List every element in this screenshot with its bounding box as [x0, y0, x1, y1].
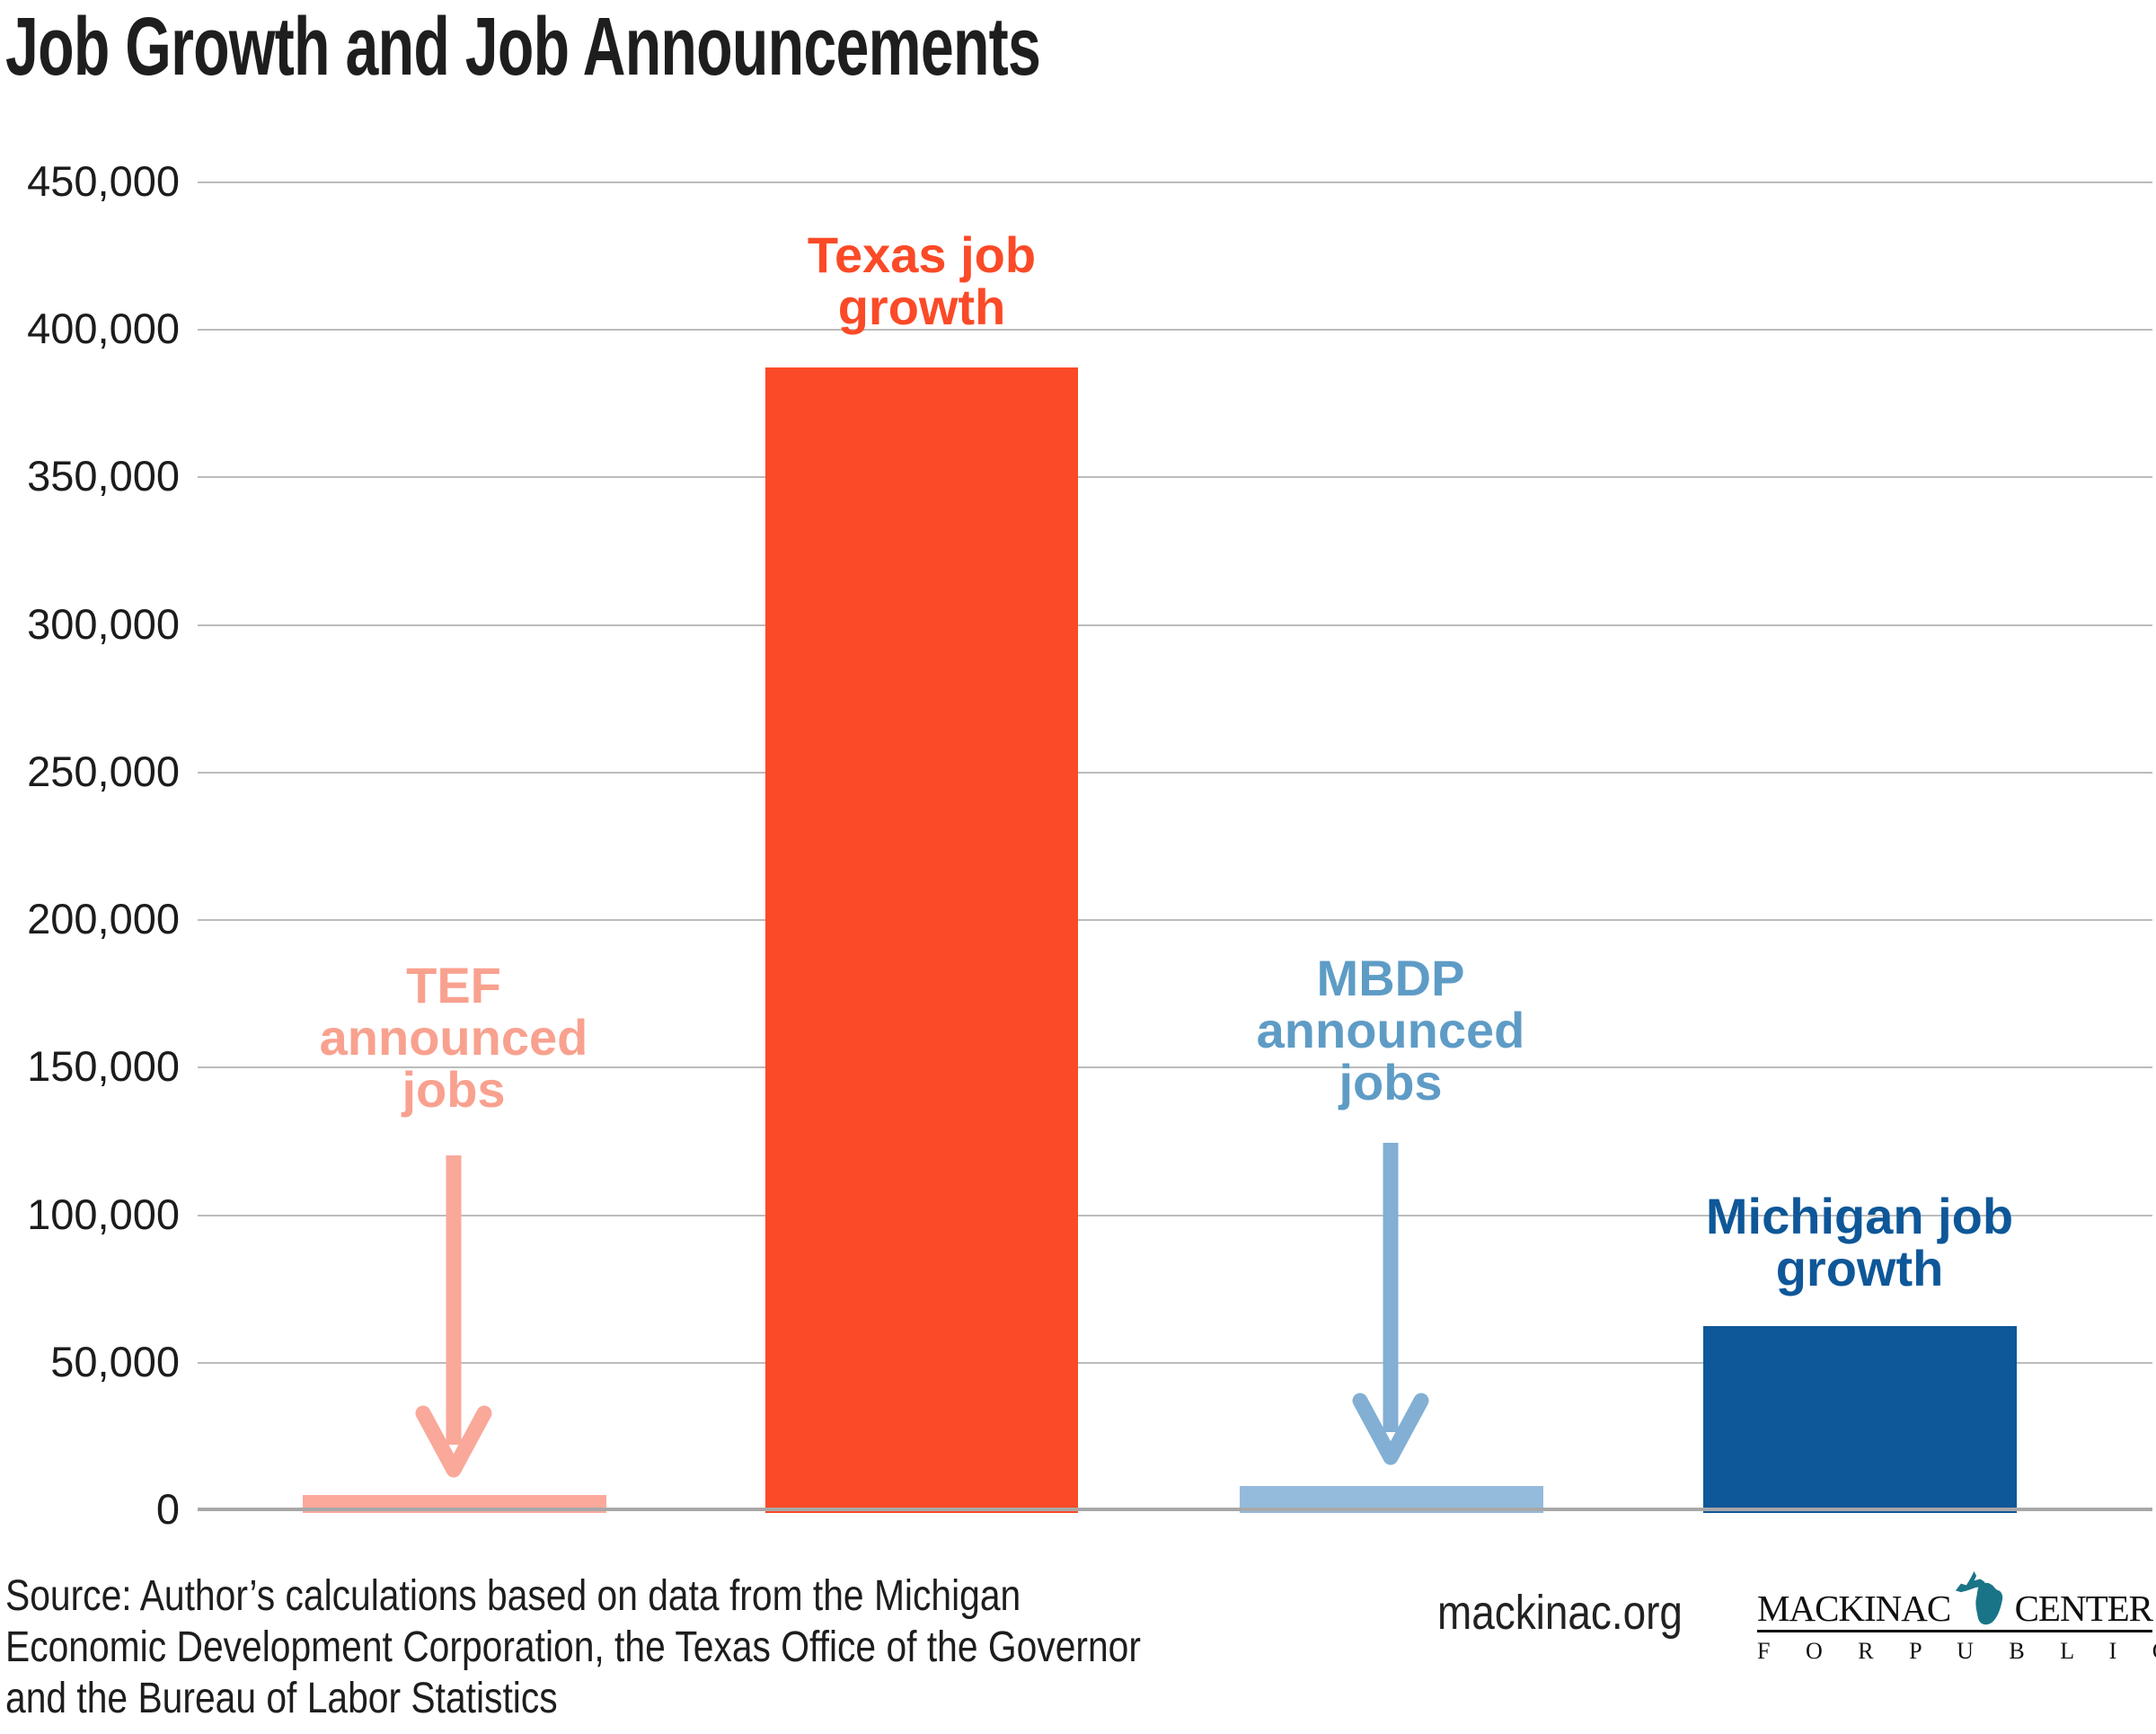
ytick-450000: 450,000 — [27, 157, 180, 205]
ytick-300000: 300,000 — [27, 600, 180, 648]
gridline — [198, 181, 2152, 183]
logo-divider — [1757, 1630, 2152, 1632]
chart-title: Job Growth and Job Announcements — [5, 1, 1041, 93]
bar-michigan-job-growth — [1703, 1326, 2017, 1513]
michigan-icon — [1955, 1570, 2003, 1625]
ytick-50000: 50,000 — [50, 1338, 180, 1385]
logo-word-mackinac: MACKINAC — [1757, 1588, 1951, 1629]
ytick-350000: 350,000 — [27, 452, 180, 500]
gridline — [198, 1066, 2152, 1068]
gridline — [198, 476, 2152, 478]
plot-area — [198, 181, 2152, 1513]
gridline — [198, 329, 2152, 331]
label-mbdp-announced-jobs: MBDP announced jobs — [1256, 950, 1525, 1110]
ytick-150000: 150,000 — [27, 1042, 180, 1090]
ytick-100000: 100,000 — [27, 1190, 180, 1238]
logo-tagline: F O R P U B L I C P O L I C Y — [1757, 1638, 2156, 1664]
label-michigan-job-growth: Michigan job growth — [1705, 1188, 2014, 1296]
tef-down-arrow-icon — [415, 1155, 492, 1478]
logo-word-center: CENTER — [2014, 1588, 2153, 1629]
label-texas-job-growth: Texas job growth — [807, 226, 1037, 335]
mbdp-down-arrow-icon — [1352, 1143, 1429, 1465]
gridline — [198, 772, 2152, 774]
gridline — [198, 1215, 2152, 1216]
ytick-250000: 250,000 — [27, 748, 180, 795]
mackinac-center-logo: MACKINAC CENTER F O R P U B L I C P O L … — [1757, 1561, 2156, 1665]
ytick-400000: 400,000 — [27, 305, 180, 352]
gridline — [198, 919, 2152, 921]
bar-texas-job-growth — [765, 367, 1078, 1513]
source-note: Source: Author’s calculations based on d… — [5, 1572, 1141, 1722]
ytick-200000: 200,000 — [27, 895, 180, 942]
x-axis-baseline — [198, 1508, 2152, 1511]
gridline — [198, 1362, 2152, 1364]
label-tef-announced-jobs: TEF announced jobs — [319, 957, 588, 1118]
ytick-0: 0 — [155, 1485, 180, 1533]
website-url: mackinac.org — [1437, 1586, 1683, 1640]
logo-name-row: MACKINAC CENTER — [1757, 1561, 2153, 1629]
gridline — [198, 624, 2152, 626]
